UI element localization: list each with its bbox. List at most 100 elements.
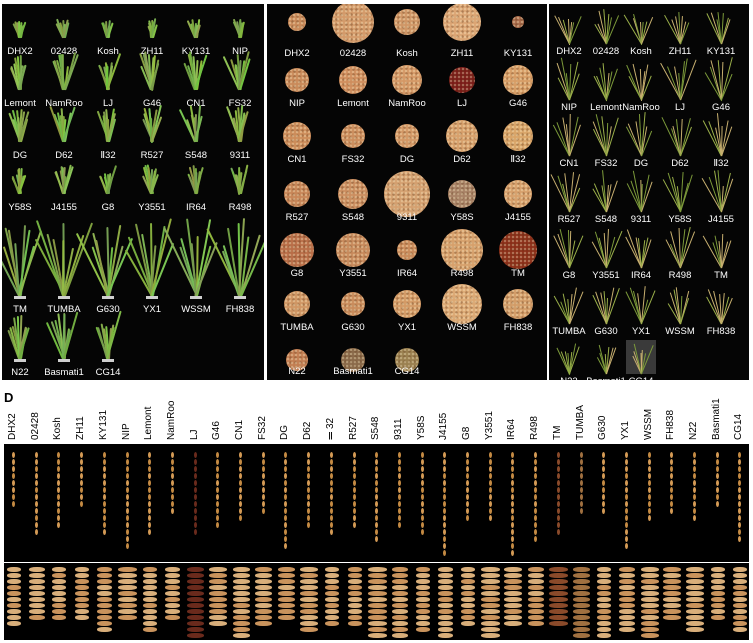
grain xyxy=(686,597,704,602)
panicle-label: S548 xyxy=(594,214,618,225)
grain xyxy=(504,579,523,584)
grain xyxy=(579,459,583,465)
grain-disc xyxy=(384,171,430,217)
grain xyxy=(261,459,265,465)
grain xyxy=(573,591,590,596)
plant-label: NamRoo xyxy=(45,98,83,109)
grain xyxy=(670,480,674,486)
grain xyxy=(367,633,387,638)
grain xyxy=(187,603,205,608)
grain xyxy=(511,515,515,521)
grain xyxy=(618,579,635,584)
grain xyxy=(420,459,424,465)
grain xyxy=(34,508,38,514)
grain xyxy=(618,627,635,632)
grain-disc-label: G8 xyxy=(290,268,304,279)
grain xyxy=(391,585,408,590)
grain xyxy=(232,591,250,596)
plant-pot xyxy=(14,359,26,362)
grain xyxy=(329,466,333,472)
grain xyxy=(102,466,106,472)
panicle-label: TUMBA xyxy=(552,326,586,337)
plant-label: IR64 xyxy=(185,202,207,213)
grain xyxy=(375,466,379,472)
grain xyxy=(261,487,265,493)
grain xyxy=(209,585,228,590)
grain xyxy=(329,487,333,493)
grain xyxy=(125,452,129,458)
grain xyxy=(466,494,469,500)
grain xyxy=(216,501,220,507)
grain xyxy=(443,529,447,535)
panicle-label: G630 xyxy=(594,326,618,337)
grain xyxy=(528,567,545,572)
grain xyxy=(307,508,311,514)
panel-b-grain-discs: DHX2 02428 Kosh ZH11 KY131 NIP Lemont NamRoo LJ G… xyxy=(267,4,547,380)
grain xyxy=(300,615,319,620)
grain xyxy=(733,597,748,602)
grain xyxy=(415,573,430,578)
grain xyxy=(143,591,158,596)
grain xyxy=(187,627,205,632)
grain xyxy=(216,487,220,493)
grain-label: 9311 xyxy=(392,418,404,440)
grain xyxy=(602,508,606,514)
grain xyxy=(738,480,742,486)
grain-disc xyxy=(283,122,311,150)
grain xyxy=(209,573,228,578)
grain xyxy=(118,615,137,620)
grain xyxy=(624,494,628,500)
grain-label: LJ xyxy=(188,429,200,440)
grain xyxy=(284,459,288,465)
grain xyxy=(710,573,725,578)
grain xyxy=(352,508,356,514)
grain xyxy=(579,480,583,486)
grain xyxy=(80,452,84,458)
grain xyxy=(461,615,475,620)
grain xyxy=(300,585,319,590)
grain xyxy=(28,567,45,572)
panel-d-grain-lines xyxy=(4,444,749,562)
grain xyxy=(97,609,113,614)
grain xyxy=(549,567,569,572)
grain xyxy=(300,573,319,578)
plant-specimen xyxy=(2,212,42,299)
plant-label: KY131 xyxy=(181,46,211,57)
grain xyxy=(57,501,61,507)
grain xyxy=(511,473,515,479)
grain xyxy=(300,603,319,608)
plant-specimen xyxy=(76,212,133,299)
plant-specimen xyxy=(2,305,40,362)
grain xyxy=(277,615,295,620)
grain xyxy=(239,508,242,514)
panel-letter-d: D xyxy=(4,390,14,405)
grain xyxy=(209,609,228,614)
grain xyxy=(347,621,362,626)
grain xyxy=(232,573,250,578)
grain xyxy=(125,480,129,486)
panicle-label: Ⅱ32 xyxy=(713,158,729,169)
grain-label: Y58S xyxy=(415,415,427,440)
grain xyxy=(686,579,704,584)
grain xyxy=(528,603,545,608)
grain xyxy=(232,633,250,638)
grain xyxy=(28,615,45,620)
grain xyxy=(12,459,15,465)
grain xyxy=(118,609,137,614)
grain xyxy=(12,501,15,507)
panicle-label: KY131 xyxy=(706,46,736,57)
plant-label: CN1 xyxy=(186,98,206,109)
grain xyxy=(367,573,387,578)
grain xyxy=(466,508,469,514)
panicle-label: FS32 xyxy=(594,158,618,169)
grain xyxy=(367,591,387,596)
grain xyxy=(670,494,674,500)
grain xyxy=(670,466,674,472)
grain-disc-label: Y3551 xyxy=(339,268,367,279)
grain-disc-label: N22 xyxy=(288,366,306,377)
grain-disc xyxy=(449,67,475,93)
grain xyxy=(367,585,387,590)
grain xyxy=(300,597,319,602)
grain xyxy=(437,627,453,632)
panicle-label: TM xyxy=(714,270,728,281)
